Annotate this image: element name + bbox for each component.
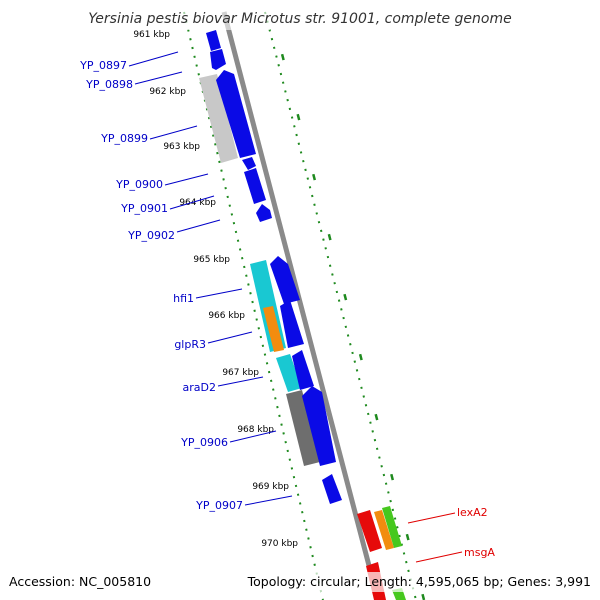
label-leader — [149, 125, 198, 140]
gene-label[interactable]: hfi1 — [173, 292, 194, 305]
outer-tick-ring — [264, 11, 417, 600]
label-leader — [207, 331, 253, 344]
gene-label[interactable]: YP_0902 — [127, 229, 175, 242]
label-leader — [164, 173, 209, 186]
footer-backdrop — [0, 572, 600, 592]
label-leader — [244, 495, 293, 506]
kbp-marker: 964 kbp — [179, 198, 216, 208]
gene-arrow — [242, 157, 256, 170]
gene-label[interactable]: glpR3 — [174, 338, 206, 351]
feature-block — [374, 510, 394, 550]
gene-label[interactable]: YP_0897 — [79, 59, 127, 72]
label-leader — [229, 430, 277, 443]
map-title: Yersinia pestis biovar Microtus str. 910… — [88, 11, 511, 27]
gene-arrow — [302, 386, 336, 466]
gene-arrow — [322, 474, 342, 504]
topology-text: Topology: circular; Length: 4,595,065 bp… — [247, 574, 591, 589]
right-gene-labels: lexA2 msgA — [407, 506, 495, 563]
label-leader — [407, 512, 456, 524]
label-leader — [176, 219, 221, 233]
kbp-marker: 967 kbp — [222, 368, 259, 378]
kbp-marker: 968 kbp — [237, 425, 274, 435]
outer-major-ticks — [266, 0, 426, 600]
gene-label[interactable]: araD2 — [183, 381, 216, 394]
feature-block — [199, 74, 238, 163]
gene-label[interactable]: YP_0901 — [120, 202, 168, 215]
gene-arrow — [357, 510, 382, 552]
kbp-marker: 970 kbp — [261, 539, 298, 549]
accession-text: Accession: NC_005810 — [9, 574, 151, 589]
gene-arrow — [244, 168, 266, 204]
kbp-marker: 963 kbp — [163, 142, 200, 152]
label-leader — [169, 195, 215, 210]
kbp-marker: 969 kbp — [252, 482, 289, 492]
left-gene-labels: YP_0897 YP_0898 YP_0899 YP_0900 YP_0901 … — [79, 51, 293, 512]
kbp-marker: 962 kbp — [149, 87, 186, 97]
gene-label[interactable]: msgA — [464, 546, 495, 559]
gene-arrow — [270, 256, 300, 304]
feature-block — [276, 354, 302, 392]
gene-arrow — [280, 300, 304, 348]
inner-tick-ring — [183, 11, 324, 600]
label-leader — [195, 288, 243, 299]
label-leader — [415, 551, 463, 563]
gene-arrow — [210, 49, 226, 70]
kbp-marker: 966 kbp — [208, 311, 245, 321]
gene-arrow — [216, 70, 256, 158]
gene-label[interactable]: lexA2 — [457, 506, 488, 519]
label-leader — [134, 71, 183, 85]
kbp-marker: 965 kbp — [193, 255, 230, 265]
genome-backbone — [221, 11, 381, 600]
feature-block — [286, 390, 320, 466]
kbp-markers: 961 kbp 962 kbp 963 kbp 964 kbp 965 kbp … — [133, 30, 298, 549]
gene-features — [199, 30, 406, 600]
gene-arrow — [256, 204, 272, 222]
gene-arrow — [206, 30, 221, 51]
feature-block — [263, 306, 284, 352]
label-leader — [128, 51, 179, 67]
gene-label[interactable]: YP_0900 — [115, 178, 163, 191]
gene-arrow — [292, 350, 314, 390]
top-fade — [150, 0, 270, 30]
feature-block — [382, 506, 402, 548]
gene-label[interactable]: YP_0898 — [85, 78, 133, 91]
kbp-marker: 961 kbp — [133, 30, 170, 40]
gene-label[interactable]: YP_0906 — [180, 436, 228, 449]
label-leader — [217, 376, 264, 387]
gene-label[interactable]: YP_0899 — [100, 132, 148, 145]
gene-label[interactable]: YP_0907 — [195, 499, 243, 512]
